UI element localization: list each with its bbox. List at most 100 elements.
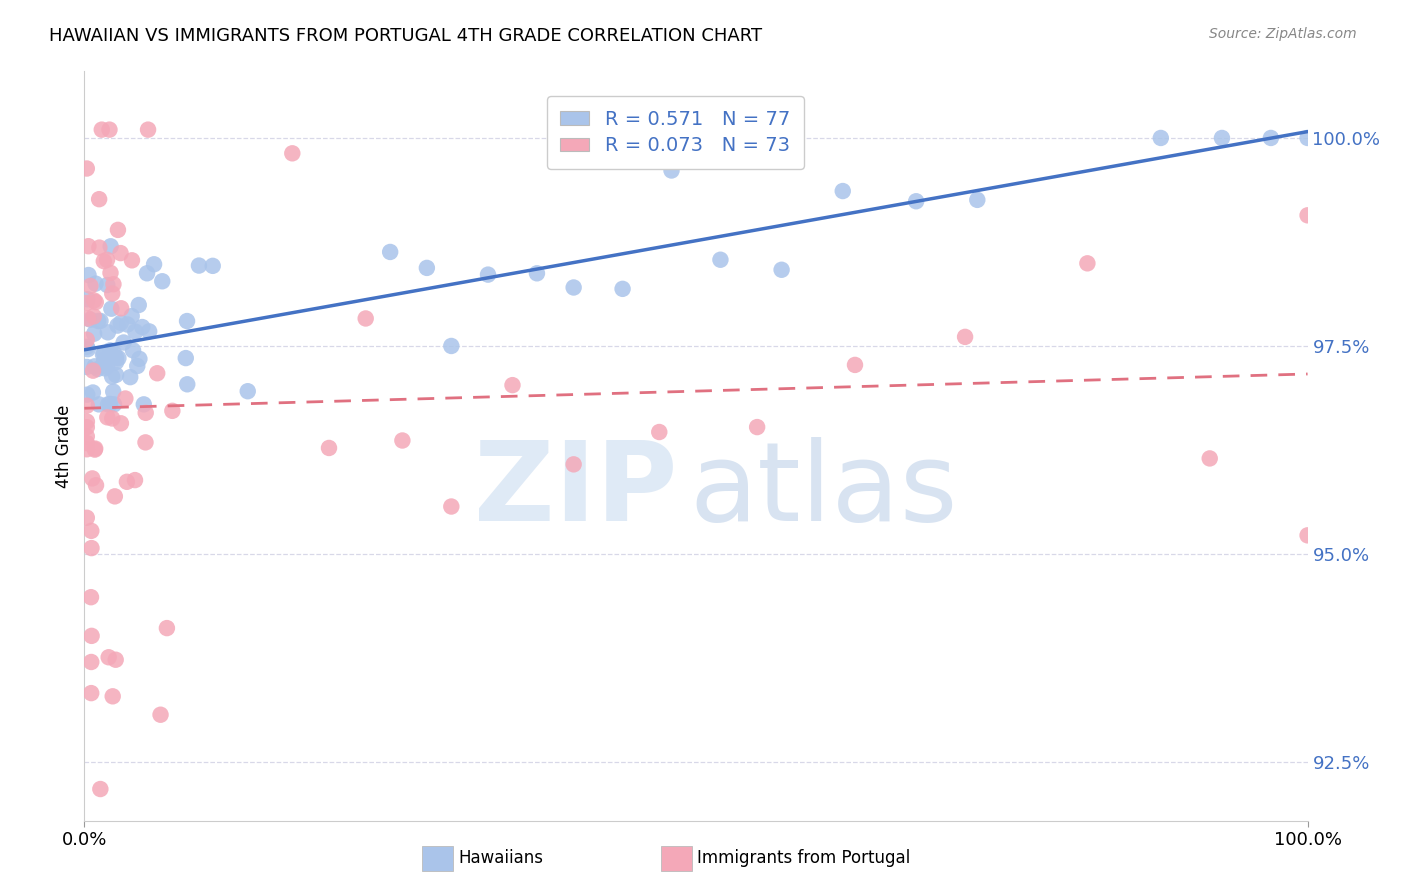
Point	[97, 397, 120, 411]
Point	[502, 378, 524, 392]
Point	[128, 298, 150, 312]
Y-axis label: 4th Grade: 4th Grade	[55, 404, 73, 488]
Point	[80, 524, 103, 538]
Text: HAWAIIAN VS IMMIGRANTS FROM PORTUGAL 4TH GRADE CORRELATION CHART: HAWAIIAN VS IMMIGRANTS FROM PORTUGAL 4TH…	[49, 27, 762, 45]
Point	[318, 441, 340, 455]
Point	[83, 326, 105, 341]
Point	[76, 399, 98, 413]
Point	[83, 293, 105, 308]
Point	[150, 274, 173, 288]
Point	[76, 442, 98, 457]
Point	[110, 417, 132, 431]
Point	[135, 406, 157, 420]
Point	[526, 266, 548, 280]
Point	[136, 266, 159, 280]
Point	[76, 420, 98, 434]
Point	[83, 359, 105, 374]
Point	[1076, 256, 1098, 270]
Point	[107, 351, 129, 366]
Point	[122, 343, 145, 358]
Point	[477, 268, 499, 282]
Point	[380, 244, 402, 259]
Point	[98, 397, 121, 411]
Point	[149, 707, 172, 722]
Point	[114, 392, 136, 406]
Point	[76, 387, 98, 401]
Point	[107, 223, 129, 237]
Point	[76, 161, 98, 176]
Point	[174, 351, 197, 365]
Point	[79, 279, 101, 293]
Text: atlas: atlas	[690, 437, 959, 544]
Point	[84, 295, 107, 310]
Point	[89, 241, 111, 255]
Point	[80, 655, 103, 669]
Point	[146, 366, 169, 380]
Point	[110, 301, 132, 316]
Point	[98, 349, 121, 363]
Point	[76, 333, 98, 347]
Point	[98, 122, 121, 136]
Point	[80, 541, 103, 555]
Point	[1296, 528, 1319, 542]
Point	[128, 351, 150, 366]
Point	[143, 257, 166, 271]
Point	[84, 478, 107, 492]
Point	[747, 420, 769, 434]
Point	[90, 122, 112, 136]
Point	[1198, 451, 1220, 466]
Point	[76, 510, 98, 524]
Point	[76, 415, 98, 429]
Point	[953, 330, 976, 344]
Point	[94, 361, 117, 376]
Point	[82, 385, 104, 400]
Point	[134, 435, 156, 450]
Point	[87, 397, 110, 411]
Point	[76, 429, 98, 443]
Point	[98, 343, 121, 358]
Point	[76, 436, 98, 450]
Point	[77, 311, 100, 326]
Point	[97, 326, 120, 340]
Point	[176, 377, 198, 392]
Point	[156, 621, 179, 635]
Text: Immigrants from Portugal: Immigrants from Portugal	[697, 849, 911, 867]
Point	[110, 316, 132, 330]
Point	[93, 254, 115, 268]
Point	[905, 194, 928, 209]
Point	[131, 320, 153, 334]
Point	[648, 425, 671, 439]
Point	[124, 473, 146, 487]
Point	[770, 262, 793, 277]
Point	[100, 301, 122, 316]
Point	[391, 434, 413, 448]
Point	[440, 500, 463, 514]
Point	[96, 252, 118, 267]
Point	[89, 192, 111, 206]
Point	[117, 318, 139, 332]
Point	[120, 370, 142, 384]
Point	[96, 278, 118, 293]
Point	[103, 346, 125, 360]
Point	[138, 325, 160, 339]
Point	[136, 122, 159, 136]
Point	[1296, 131, 1319, 145]
Point	[105, 368, 128, 382]
Point	[281, 146, 304, 161]
Point	[105, 351, 128, 365]
Point	[101, 369, 124, 384]
Point	[84, 442, 107, 456]
Point	[105, 355, 128, 369]
Point	[1296, 208, 1319, 222]
Point	[236, 384, 259, 399]
Point	[121, 309, 143, 323]
Point	[101, 286, 124, 301]
Point	[440, 339, 463, 353]
Point	[110, 246, 132, 260]
Point	[80, 686, 103, 700]
Point	[103, 384, 125, 399]
Point	[96, 410, 118, 425]
Point	[87, 362, 110, 376]
Point	[82, 364, 104, 378]
Point	[89, 782, 111, 797]
